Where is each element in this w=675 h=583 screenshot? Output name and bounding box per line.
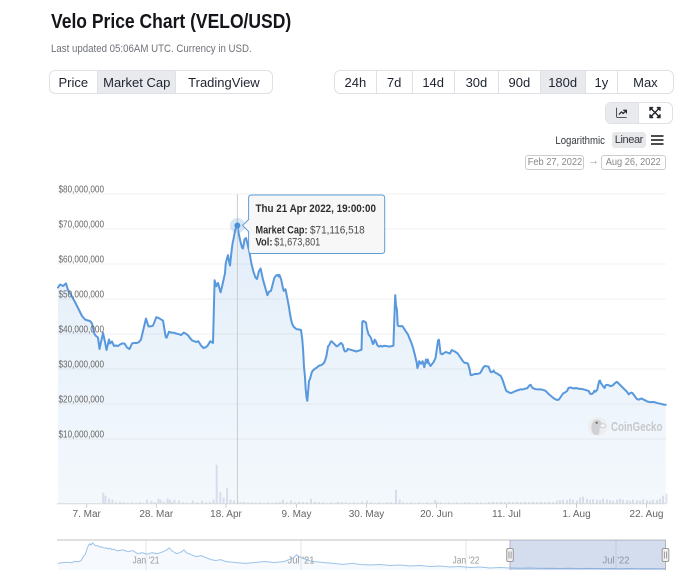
svg-text:7. Mar: 7. Mar [73, 509, 102, 520]
svg-text:CoinGecko: CoinGecko [611, 420, 663, 434]
svg-text:Jan '21: Jan '21 [133, 556, 160, 567]
svg-text:Jul '22: Jul '22 [603, 556, 630, 567]
svg-text:$70,000,000: $70,000,000 [59, 220, 105, 231]
svg-text:Jul '21: Jul '21 [288, 556, 315, 567]
svg-text:28. Mar: 28. Mar [139, 509, 174, 520]
svg-text:Thu 21 Apr 2022, 19:00:00: Thu 21 Apr 2022, 19:00:00 [256, 203, 377, 215]
svg-text:9. May: 9. May [281, 509, 311, 520]
svg-text:30. May: 30. May [349, 509, 385, 520]
svg-text:$80,000,000: $80,000,000 [59, 185, 105, 196]
svg-text:Vol:: Vol: [256, 237, 273, 249]
svg-text:$60,000,000: $60,000,000 [59, 255, 105, 266]
svg-text:Market Cap:: Market Cap: [256, 225, 308, 237]
svg-text:$50,000,000: $50,000,000 [59, 290, 105, 301]
svg-text:$20,000,000: $20,000,000 [59, 395, 105, 406]
svg-text:18. Apr: 18. Apr [210, 509, 242, 520]
svg-text:$1,673,801: $1,673,801 [274, 237, 320, 249]
svg-text:22. Aug: 22. Aug [630, 509, 664, 520]
svg-text:20. Jun: 20. Jun [420, 509, 453, 520]
svg-text:$40,000,000: $40,000,000 [59, 325, 105, 336]
svg-text:Jan '22: Jan '22 [453, 556, 480, 567]
svg-text:$30,000,000: $30,000,000 [59, 360, 105, 371]
svg-text:$71,116,518: $71,116,518 [310, 225, 365, 237]
svg-text:1. Aug: 1. Aug [562, 509, 590, 520]
svg-text:$10,000,000: $10,000,000 [59, 430, 105, 441]
svg-text:11. Jul: 11. Jul [492, 509, 521, 520]
